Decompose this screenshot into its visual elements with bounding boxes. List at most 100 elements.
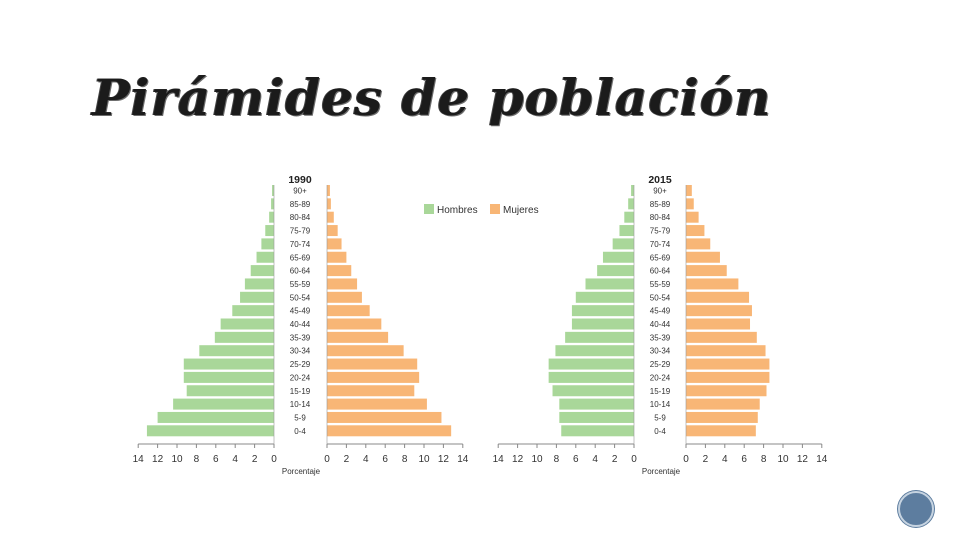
year-label-2015: 2015 [648, 174, 672, 186]
x-tick-label-1990-6: 2 [252, 454, 258, 465]
age-label-1990-50-54: 50-54 [290, 293, 311, 302]
bar-hombres-2015-45-49 [571, 305, 634, 317]
age-label-2015-90+: 90+ [653, 187, 667, 196]
bar-mujeres-1990-25-29 [327, 358, 418, 370]
bar-mujeres-2015-45-49 [686, 305, 752, 317]
age-label-2015-10-14: 10-14 [650, 400, 671, 409]
bar-hombres-1990-0-4 [146, 425, 274, 437]
age-label-1990-70-74: 70-74 [290, 240, 311, 249]
age-label-2015-25-29: 25-29 [650, 360, 671, 369]
bar-hombres-1990-75-79 [265, 225, 274, 237]
bar-mujeres-1990-65-69 [327, 251, 347, 263]
age-label-2015-75-79: 75-79 [650, 227, 671, 236]
bar-mujeres-2015-55-59 [686, 278, 739, 290]
bar-mujeres-1990-0-4 [327, 425, 452, 437]
bar-mujeres-2015-35-39 [686, 331, 757, 343]
bar-mujeres-2015-85-89 [686, 198, 694, 210]
bar-hombres-2015-40-44 [571, 318, 634, 330]
bar-mujeres-1990-85-89 [327, 198, 331, 210]
bar-hombres-2015-90+ [631, 185, 634, 196]
age-label-1990-85-89: 85-89 [290, 200, 311, 209]
bar-hombres-2015-0-4 [561, 425, 634, 437]
age-label-1990-65-69: 65-69 [290, 253, 311, 262]
x-tick-label-2015-7: 0 [631, 454, 637, 465]
bar-hombres-1990-40-44 [220, 318, 274, 330]
bar-hombres-1990-30-34 [199, 345, 274, 357]
age-label-1990-30-34: 30-34 [290, 347, 311, 356]
bar-hombres-2015-30-34 [555, 345, 634, 357]
bar-hombres-1990-90+ [272, 185, 274, 196]
age-label-2015-45-49: 45-49 [650, 307, 671, 316]
bar-mujeres-2015-25-29 [686, 358, 770, 370]
bar-mujeres-1990-75-79 [327, 225, 338, 237]
bar-hombres-1990-25-29 [183, 358, 274, 370]
bar-mujeres-1990-40-44 [327, 318, 382, 330]
slide-title: Pirámides de población [92, 68, 772, 127]
age-label-2015-80-84: 80-84 [650, 213, 671, 222]
x-tick-label-1990-5: 4 [232, 454, 238, 465]
x-tick-label-2015-15: 14 [816, 454, 828, 465]
age-label-2015-20-24: 20-24 [650, 373, 671, 382]
bar-hombres-1990-60-64 [250, 265, 274, 277]
bar-mujeres-2015-90+ [686, 185, 692, 196]
bar-hombres-1990-80-84 [269, 211, 274, 223]
bar-mujeres-1990-30-34 [327, 345, 404, 357]
x-tick-label-2015-10: 4 [722, 454, 728, 465]
bar-mujeres-2015-0-4 [686, 425, 756, 437]
bar-mujeres-2015-5-9 [686, 411, 758, 423]
bar-mujeres-1990-50-54 [327, 291, 362, 303]
bar-hombres-2015-50-54 [575, 291, 634, 303]
bar-hombres-2015-15-19 [552, 385, 634, 397]
age-label-1990-90+: 90+ [293, 187, 307, 196]
x-tick-label-2015-1: 12 [512, 454, 524, 465]
age-label-2015-65-69: 65-69 [650, 253, 671, 262]
bar-mujeres-1990-20-24 [327, 371, 420, 383]
legend-swatch-hombres [424, 204, 434, 214]
bar-mujeres-1990-5-9 [327, 411, 442, 423]
age-label-1990-80-84: 80-84 [290, 213, 311, 222]
x-tick-label-2015-13: 10 [777, 454, 789, 465]
age-label-1990-60-64: 60-64 [290, 267, 311, 276]
x-axis-title-2015: Porcentaje [642, 467, 681, 476]
x-tick-label-1990-4: 6 [213, 454, 219, 465]
bar-mujeres-1990-45-49 [327, 305, 370, 317]
bar-hombres-1990-55-59 [244, 278, 274, 290]
age-label-1990-0-4: 0-4 [294, 427, 306, 436]
x-tick-label-1990-10: 4 [363, 454, 369, 465]
x-tick-label-1990-3: 8 [194, 454, 200, 465]
bar-hombres-2015-25-29 [548, 358, 634, 370]
bar-mujeres-2015-10-14 [686, 398, 760, 410]
bar-hombres-2015-60-64 [597, 265, 634, 277]
bar-hombres-1990-35-39 [214, 331, 274, 343]
x-tick-label-1990-15: 14 [457, 454, 469, 465]
bar-mujeres-1990-55-59 [327, 278, 358, 290]
bar-mujeres-1990-70-74 [327, 238, 342, 250]
age-label-2015-0-4: 0-4 [654, 427, 666, 436]
age-label-2015-40-44: 40-44 [650, 320, 671, 329]
age-label-2015-30-34: 30-34 [650, 347, 671, 356]
age-label-1990-35-39: 35-39 [290, 333, 311, 342]
age-label-2015-50-54: 50-54 [650, 293, 671, 302]
bar-hombres-1990-85-89 [271, 198, 274, 210]
year-label-1990: 1990 [288, 174, 312, 186]
bar-mujeres-2015-60-64 [686, 265, 727, 277]
bar-hombres-1990-10-14 [173, 398, 274, 410]
legend-label-hombres: Hombres [437, 205, 478, 216]
bar-hombres-2015-70-74 [612, 238, 634, 250]
x-tick-label-1990-14: 12 [438, 454, 450, 465]
x-tick-label-2015-5: 4 [592, 454, 598, 465]
logo-badge [898, 491, 934, 527]
legend-label-mujeres: Mujeres [503, 205, 539, 216]
bar-mujeres-2015-80-84 [686, 211, 699, 223]
bar-hombres-2015-75-79 [619, 225, 634, 237]
x-tick-label-1990-8: 0 [324, 454, 330, 465]
x-tick-label-1990-2: 10 [171, 454, 183, 465]
bar-mujeres-1990-35-39 [327, 331, 389, 343]
age-label-2015-55-59: 55-59 [650, 280, 671, 289]
bar-hombres-2015-10-14 [559, 398, 634, 410]
bar-hombres-2015-55-59 [585, 278, 634, 290]
age-label-1990-40-44: 40-44 [290, 320, 311, 329]
age-label-1990-75-79: 75-79 [290, 227, 311, 236]
bar-mujeres-2015-65-69 [686, 251, 720, 263]
